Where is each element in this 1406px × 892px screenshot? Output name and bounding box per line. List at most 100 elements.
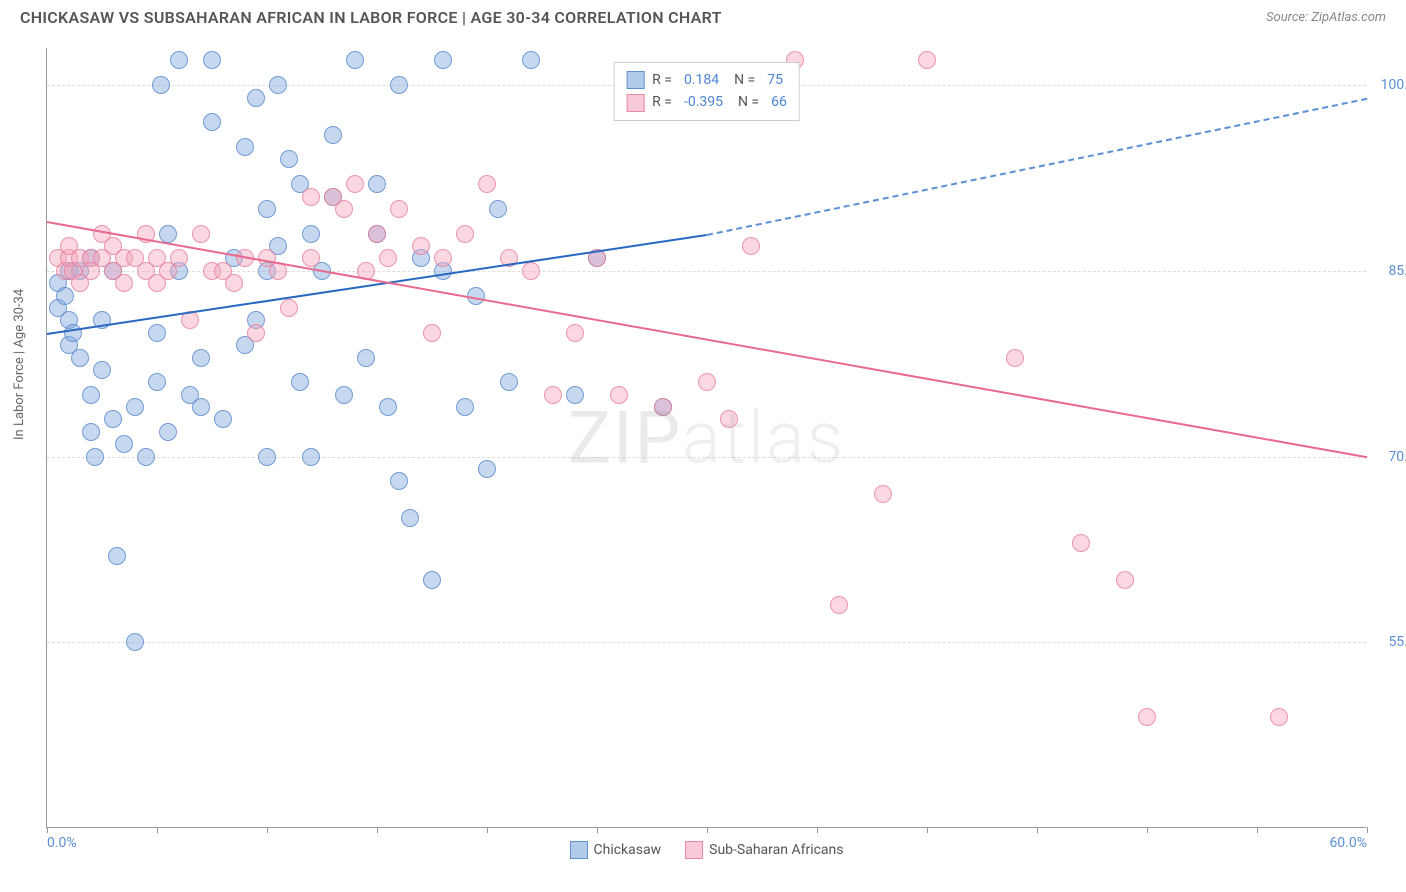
scatter-point bbox=[918, 51, 936, 69]
scatter-point bbox=[1116, 571, 1134, 589]
gridline-h bbox=[47, 457, 1366, 458]
scatter-point bbox=[148, 373, 166, 391]
scatter-point bbox=[489, 200, 507, 218]
scatter-point bbox=[137, 448, 155, 466]
scatter-point bbox=[170, 249, 188, 267]
scatter-point bbox=[203, 113, 221, 131]
scatter-point bbox=[830, 596, 848, 614]
scatter-point bbox=[1270, 708, 1288, 726]
scatter-point bbox=[720, 410, 738, 428]
scatter-point bbox=[148, 324, 166, 342]
scatter-point bbox=[434, 51, 452, 69]
scatter-point bbox=[225, 274, 243, 292]
scatter-point bbox=[742, 237, 760, 255]
scatter-point bbox=[1006, 349, 1024, 367]
x-tick bbox=[1037, 827, 1038, 833]
scatter-point bbox=[412, 237, 430, 255]
scatter-point bbox=[335, 200, 353, 218]
trendline bbox=[707, 98, 1367, 236]
legend-label-subsaharan: Sub-Saharan Africans bbox=[709, 842, 843, 858]
scatter-point bbox=[104, 410, 122, 428]
scatter-point bbox=[335, 386, 353, 404]
x-tick bbox=[707, 827, 708, 833]
stat-r-label: R = bbox=[652, 69, 672, 91]
scatter-point bbox=[324, 126, 342, 144]
x-tick bbox=[267, 827, 268, 833]
scatter-point bbox=[566, 324, 584, 342]
y-tick-label: 70.0% bbox=[1371, 449, 1406, 465]
stat-n-1: 75 bbox=[767, 69, 783, 91]
scatter-point bbox=[434, 249, 452, 267]
stat-n-label: N = bbox=[731, 91, 759, 113]
x-tick bbox=[817, 827, 818, 833]
scatter-point bbox=[478, 175, 496, 193]
scatter-point bbox=[247, 324, 265, 342]
scatter-point bbox=[566, 386, 584, 404]
x-tick bbox=[1147, 827, 1148, 833]
scatter-point bbox=[698, 373, 716, 391]
stats-box: R = 0.184 N = 75 R = -0.395 N = 66 bbox=[613, 62, 800, 121]
scatter-point bbox=[1072, 534, 1090, 552]
legend-item-chickasaw: Chickasaw bbox=[570, 841, 662, 859]
legend: Chickasaw Sub-Saharan Africans bbox=[570, 841, 844, 859]
x-tick-label: 60.0% bbox=[1329, 835, 1367, 851]
scatter-point bbox=[456, 225, 474, 243]
scatter-point bbox=[654, 398, 672, 416]
scatter-point bbox=[610, 386, 628, 404]
x-tick-label: 0.0% bbox=[47, 835, 77, 851]
stat-n-2: 66 bbox=[771, 91, 787, 113]
scatter-point bbox=[203, 51, 221, 69]
scatter-point bbox=[71, 349, 89, 367]
scatter-point bbox=[390, 472, 408, 490]
scatter-point bbox=[478, 460, 496, 478]
y-tick-label: 100.0% bbox=[1371, 77, 1406, 93]
scatter-point bbox=[346, 51, 364, 69]
x-tick bbox=[1257, 827, 1258, 833]
scatter-point bbox=[456, 398, 474, 416]
scatter-point bbox=[379, 249, 397, 267]
stat-swatch-chickasaw bbox=[626, 71, 644, 89]
scatter-point bbox=[302, 225, 320, 243]
stat-n-label: N = bbox=[727, 69, 755, 91]
scatter-point bbox=[423, 571, 441, 589]
scatter-point bbox=[302, 188, 320, 206]
scatter-point bbox=[269, 76, 287, 94]
chart-title: CHICKASAW VS SUBSAHARAN AFRICAN IN LABOR… bbox=[20, 8, 722, 27]
scatter-point bbox=[258, 448, 276, 466]
scatter-point bbox=[522, 51, 540, 69]
legend-swatch-subsaharan bbox=[685, 841, 703, 859]
scatter-point bbox=[280, 299, 298, 317]
y-axis-label: In Labor Force | Age 30-34 bbox=[12, 289, 27, 440]
x-tick bbox=[1367, 827, 1368, 833]
scatter-point bbox=[390, 200, 408, 218]
scatter-point bbox=[368, 225, 386, 243]
scatter-point bbox=[390, 76, 408, 94]
scatter-point bbox=[214, 410, 232, 428]
scatter-point bbox=[247, 89, 265, 107]
scatter-point bbox=[126, 398, 144, 416]
scatter-point bbox=[93, 361, 111, 379]
scatter-point bbox=[192, 398, 210, 416]
legend-swatch-chickasaw bbox=[570, 841, 588, 859]
scatter-point bbox=[192, 225, 210, 243]
scatter-point bbox=[368, 175, 386, 193]
scatter-point bbox=[302, 249, 320, 267]
scatter-point bbox=[280, 150, 298, 168]
x-tick bbox=[927, 827, 928, 833]
scatter-point bbox=[291, 373, 309, 391]
legend-label-chickasaw: Chickasaw bbox=[594, 842, 662, 858]
stat-r-2: -0.395 bbox=[684, 91, 723, 113]
stats-row-2: R = -0.395 N = 66 bbox=[626, 91, 787, 113]
scatter-point bbox=[170, 51, 188, 69]
scatter-point bbox=[500, 373, 518, 391]
stat-swatch-subsaharan bbox=[626, 94, 644, 112]
stats-row-1: R = 0.184 N = 75 bbox=[626, 69, 787, 91]
y-tick-label: 55.0% bbox=[1371, 634, 1406, 650]
scatter-point bbox=[874, 485, 892, 503]
gridline-h bbox=[47, 271, 1366, 272]
scatter-point bbox=[522, 262, 540, 280]
scatter-point bbox=[152, 76, 170, 94]
scatter-point bbox=[115, 274, 133, 292]
chart-area: 55.0%70.0%85.0%100.0%0.0%60.0% R = 0.184… bbox=[46, 48, 1366, 828]
scatter-point bbox=[544, 386, 562, 404]
